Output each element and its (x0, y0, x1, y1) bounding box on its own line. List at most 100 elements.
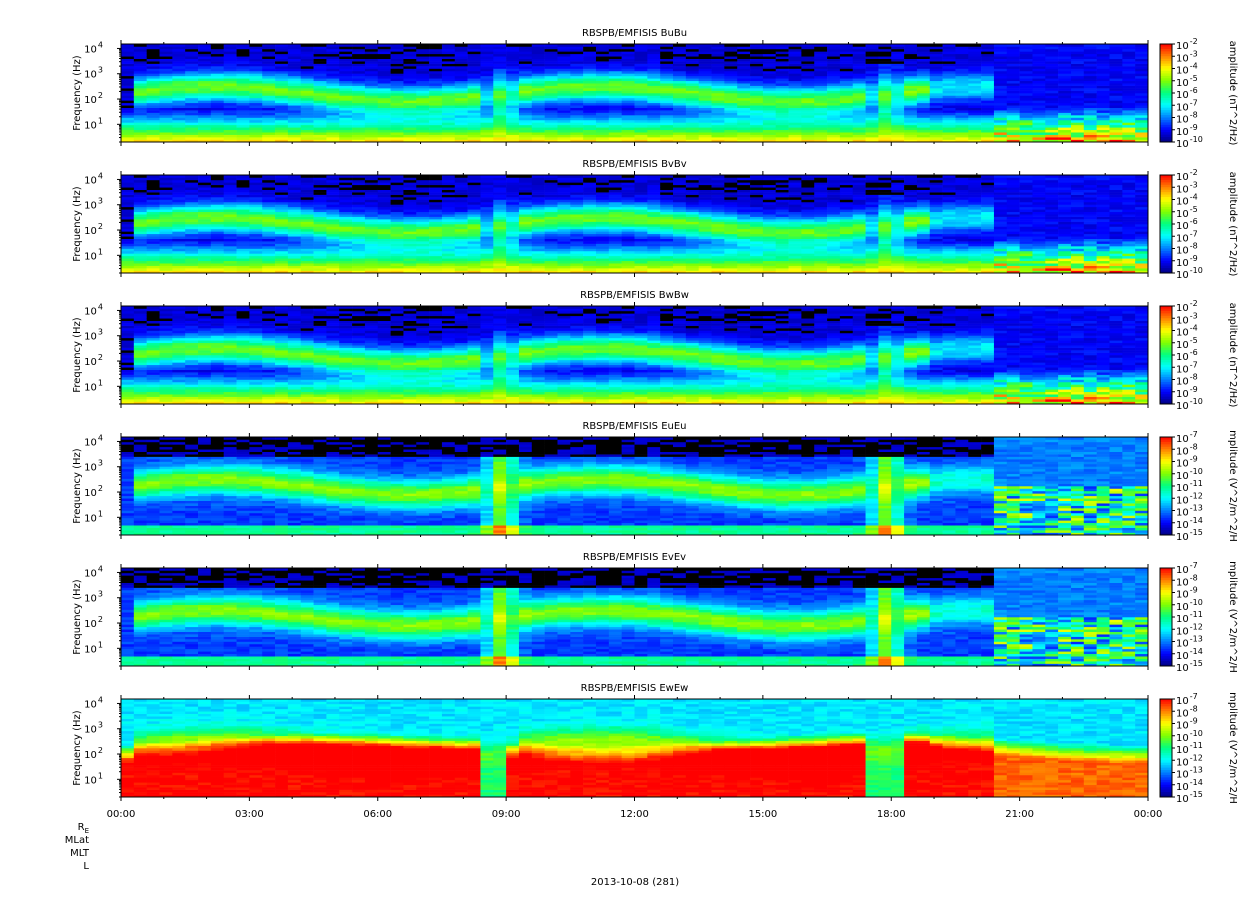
heatmap-cell (1019, 112, 1033, 116)
heatmap-cell (467, 95, 481, 99)
heatmap-cell (968, 93, 982, 96)
heatmap-cell (313, 95, 327, 99)
heatmap-cell (390, 177, 404, 181)
heatmap-cell (429, 187, 443, 190)
heatmap-cell (416, 66, 430, 69)
heatmap-cell (865, 90, 879, 94)
heatmap-cell (146, 206, 160, 210)
heatmap-cell (210, 127, 224, 131)
heatmap-cell (1058, 51, 1072, 55)
heatmap-cell (788, 139, 802, 143)
heatmap-cell (724, 66, 738, 69)
heatmap-cell (429, 238, 443, 242)
heatmap-cell (416, 250, 430, 254)
heatmap-cell (172, 132, 186, 135)
heatmap-cell (570, 63, 584, 67)
heatmap-cell (275, 175, 289, 178)
heatmap-cell (865, 122, 879, 126)
heatmap-cell (673, 70, 687, 74)
heatmap-cell (210, 231, 224, 235)
heatmap-cell (467, 243, 481, 247)
heatmap-cell (1083, 48, 1097, 52)
heatmap-cell (133, 83, 147, 86)
heatmap-cell (185, 97, 199, 101)
heatmap-cell (185, 110, 199, 113)
heatmap-cell (1019, 134, 1033, 138)
heatmap-cell (531, 219, 545, 222)
heatmap-cell (262, 226, 276, 230)
heatmap-cell (133, 228, 147, 232)
heatmap-cell (955, 68, 969, 72)
heatmap-cell (1058, 66, 1072, 69)
heatmap-cell (352, 179, 366, 183)
heatmap-cell (737, 63, 751, 67)
heatmap-cell (1122, 80, 1136, 84)
heatmap-cell (583, 189, 597, 193)
heatmap-cell (570, 253, 584, 257)
heatmap-cell (531, 88, 545, 91)
heatmap-cell (1096, 134, 1110, 138)
heatmap-cell (300, 241, 314, 244)
heatmap-cell (1045, 51, 1059, 55)
heatmap-cell (698, 127, 712, 131)
heatmap-cell (249, 268, 263, 271)
heatmap-cell (429, 53, 443, 57)
heatmap-cell (993, 95, 1008, 99)
heatmap-cell (1070, 132, 1085, 135)
heatmap-cell (942, 63, 956, 67)
heatmap-cell (852, 129, 866, 133)
heatmap-cell (480, 58, 494, 62)
heatmap-cell (326, 139, 340, 143)
heatmap-cell (454, 129, 468, 133)
heatmap-cell (531, 228, 545, 232)
heatmap-cell (557, 204, 571, 208)
heatmap-cell (827, 93, 841, 96)
heatmap-cell (595, 201, 610, 205)
heatmap-cell (454, 63, 468, 67)
heatmap-cell (159, 66, 173, 69)
heatmap-cell (493, 184, 507, 188)
heatmap-cell (621, 255, 635, 259)
heatmap-cell (441, 73, 456, 77)
y-tick-label: 101 (84, 116, 103, 131)
heatmap-cell (647, 110, 661, 113)
heatmap-cell (441, 66, 456, 69)
heatmap-cell (762, 100, 777, 104)
heatmap-cell (1045, 110, 1059, 113)
heatmap-cell (377, 246, 391, 249)
heatmap-cell (210, 100, 224, 104)
heatmap-cell (518, 119, 533, 123)
heatmap-cell (1122, 122, 1136, 126)
heatmap-cell (313, 102, 327, 106)
heatmap-cell (673, 117, 687, 121)
heatmap-cell (698, 134, 712, 138)
heatmap-cell (480, 268, 494, 271)
heatmap-cell (583, 134, 597, 138)
heatmap-cell (1109, 61, 1123, 64)
colorbar-segment (1160, 90, 1172, 94)
heatmap-cell (852, 83, 866, 86)
heatmap-cell (454, 263, 468, 266)
heatmap-cell (198, 112, 212, 116)
heatmap-cell (711, 137, 725, 140)
heatmap-cell (275, 56, 289, 59)
heatmap-cell (133, 132, 147, 135)
heatmap-cell (621, 268, 635, 271)
heatmap-cell (441, 95, 456, 99)
heatmap-cell (506, 137, 520, 140)
heatmap-cell (583, 80, 597, 84)
heatmap-cell (364, 258, 379, 262)
heatmap-cell (429, 124, 443, 128)
heatmap-cell (660, 93, 674, 96)
heatmap-cell (544, 56, 558, 59)
heatmap-cell (750, 117, 764, 121)
heatmap-cell (788, 61, 802, 64)
heatmap-cell (531, 224, 545, 227)
heatmap-cell (493, 95, 507, 99)
heatmap-cell (339, 112, 353, 116)
heatmap-cell (916, 83, 931, 86)
heatmap-cell (441, 214, 456, 217)
heatmap-cell (942, 105, 956, 108)
heatmap-cell (1019, 44, 1033, 47)
heatmap-cell (1083, 97, 1097, 101)
